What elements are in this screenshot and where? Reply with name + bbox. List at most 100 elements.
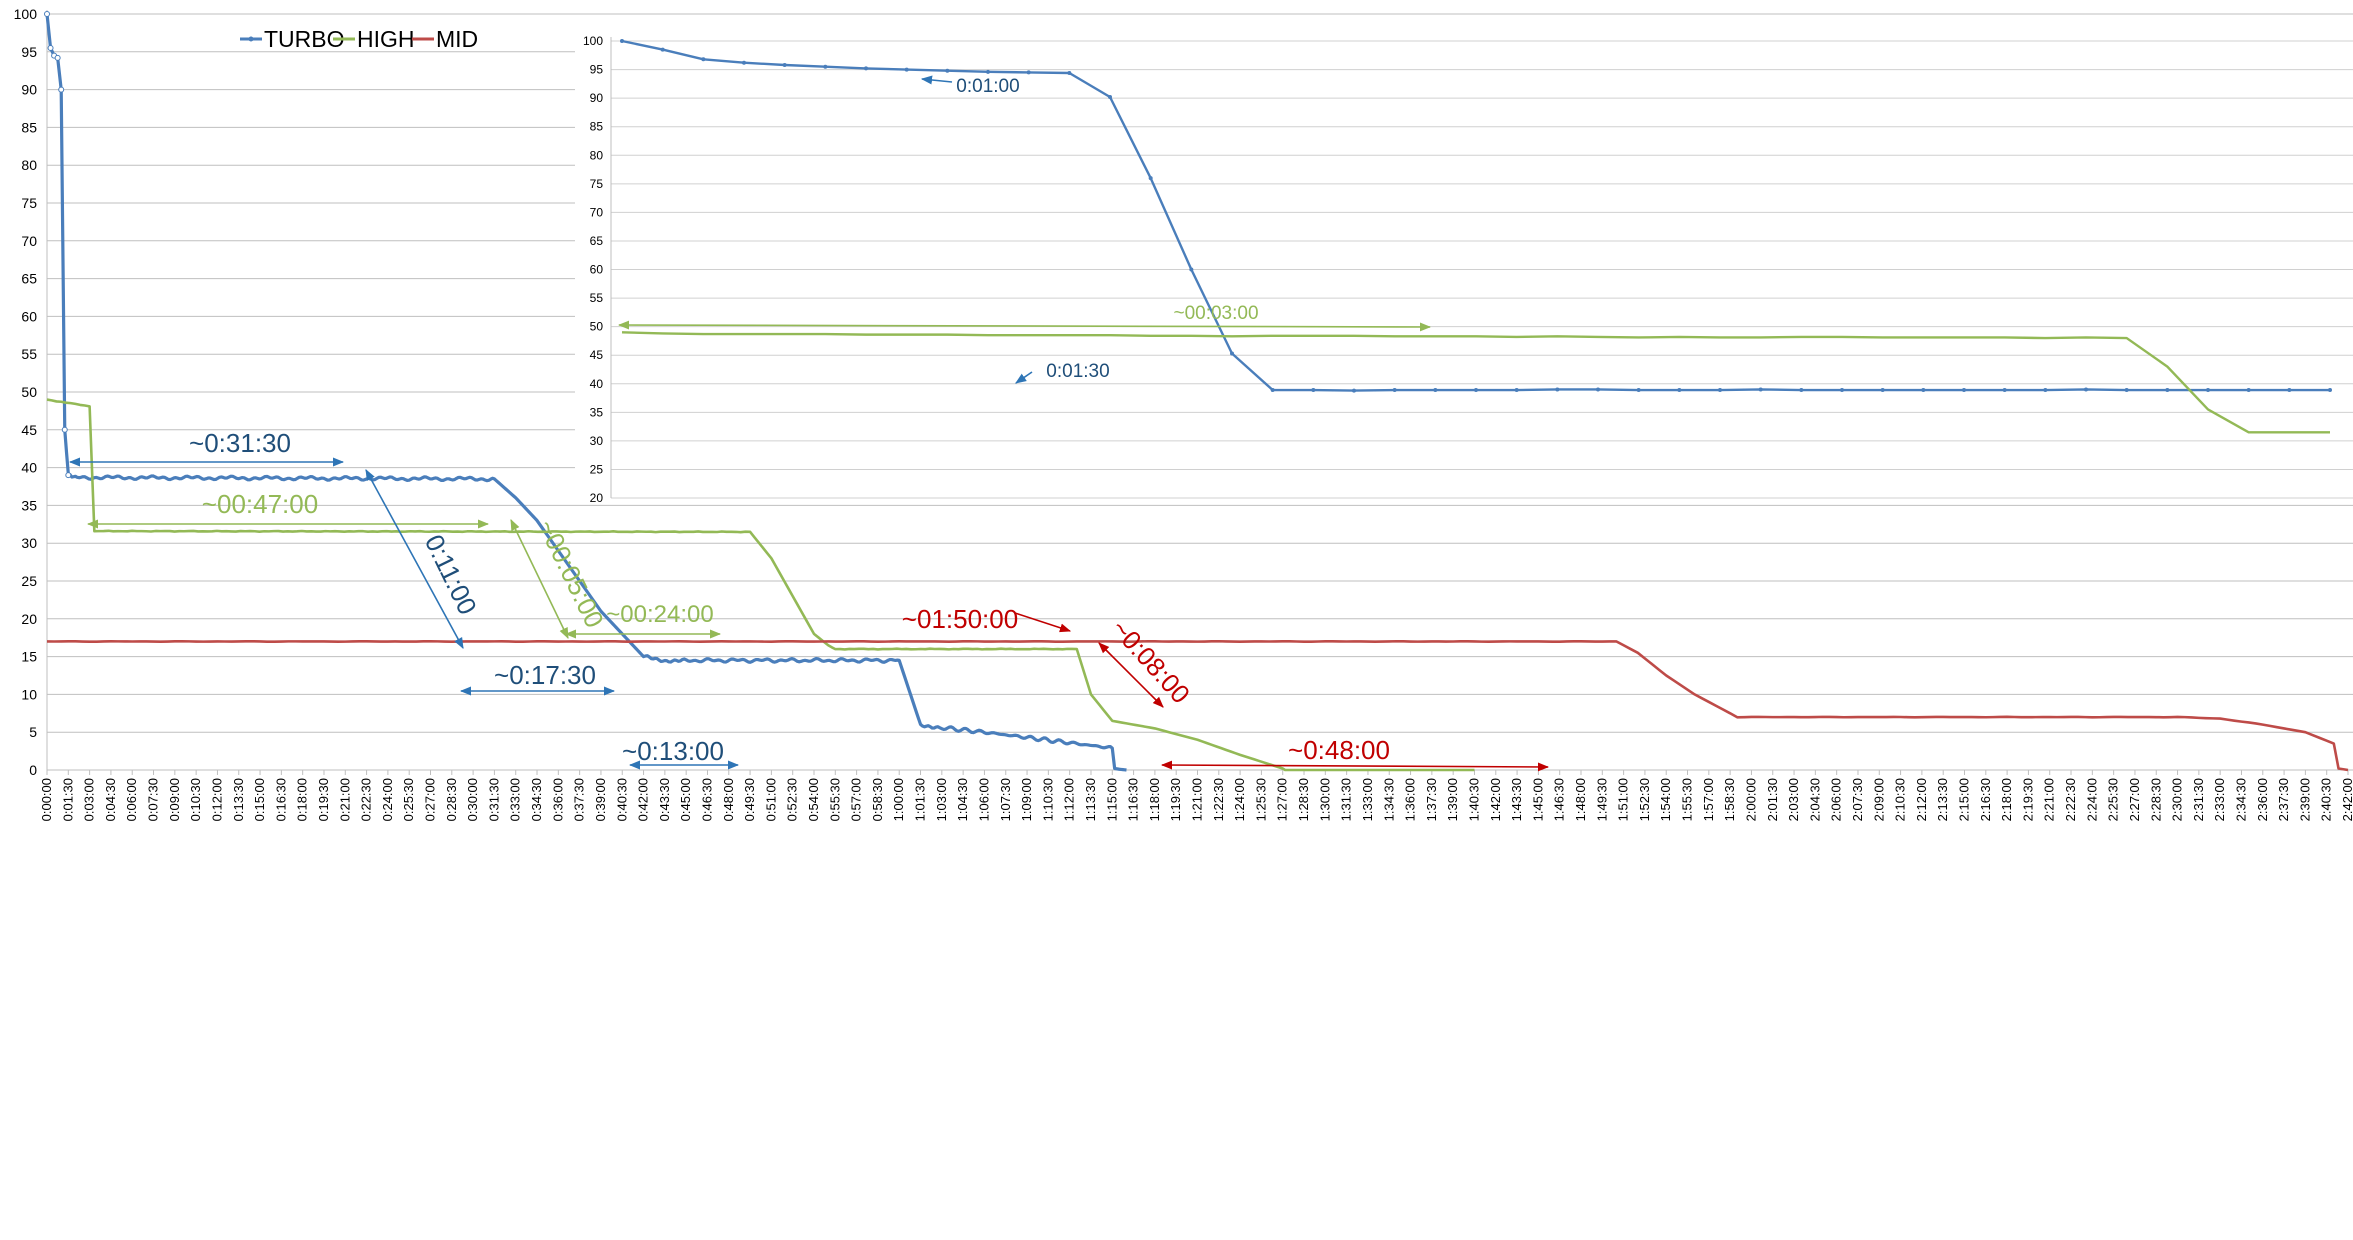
y-tick-label: 55 xyxy=(21,346,37,362)
inset-data-point xyxy=(620,39,624,43)
x-tick-label: 1:48:00 xyxy=(1573,778,1588,821)
inset-y-tick-label: 35 xyxy=(590,405,604,419)
x-tick-label: 1:21:00 xyxy=(1190,778,1205,821)
inset-data-point xyxy=(1189,267,1194,272)
inset-data-point xyxy=(660,47,665,52)
x-tick-label: 0:04:30 xyxy=(103,778,118,821)
duration-arrows xyxy=(68,75,1550,772)
inset-data-point xyxy=(823,64,828,69)
x-tick-label: 1:15:00 xyxy=(1104,778,1119,821)
legend-marker xyxy=(248,36,254,42)
x-tick-label: 2:00:00 xyxy=(1743,778,1758,821)
annotation-label: ~0:48:00 xyxy=(1288,735,1390,765)
annotation-label: ~00:47:00 xyxy=(202,489,318,519)
inset-data-point xyxy=(1799,388,1804,393)
annotation-label: ~0:17:30 xyxy=(494,660,596,690)
x-tick-label: 1:42:00 xyxy=(1488,778,1503,821)
inset-data-point xyxy=(1962,388,1966,393)
x-tick-label: 2:18:00 xyxy=(1999,778,2014,821)
data-point xyxy=(54,54,61,61)
y-tick-label: 70 xyxy=(21,233,37,249)
inset-data-point xyxy=(1514,388,1519,393)
x-tick-label: 0:46:30 xyxy=(699,778,714,821)
x-tick-label: 0:15:00 xyxy=(252,778,267,821)
x-tick-label: 2:13:30 xyxy=(1935,778,1950,821)
x-tick-label: 0:16:30 xyxy=(273,778,288,821)
x-tick-label: 0:27:00 xyxy=(423,778,438,821)
y-tick-label: 65 xyxy=(21,271,37,287)
x-tick-label: 2:36:00 xyxy=(2255,778,2270,821)
y-tick-label: 20 xyxy=(21,611,37,627)
x-tick-label: 0:12:00 xyxy=(209,778,224,821)
inset-data-point xyxy=(701,57,706,62)
x-tick-label: 0:33:00 xyxy=(508,778,523,821)
x-tick-label: 0:30:00 xyxy=(465,778,480,821)
inset-data-point xyxy=(2246,388,2251,393)
x-tick-label: 2:19:30 xyxy=(2020,778,2035,821)
inset-data-point xyxy=(1067,70,1072,75)
x-tick-label: 1:45:00 xyxy=(1530,778,1545,821)
x-tick-label: 0:37:30 xyxy=(572,778,587,821)
x-tick-label: 1:46:30 xyxy=(1552,778,1567,821)
x-tick-label: 0:34:30 xyxy=(529,778,544,821)
x-tick-label: 0:54:00 xyxy=(806,778,821,821)
inset-data-point xyxy=(2165,388,2170,393)
x-tick-label: 0:43:30 xyxy=(657,778,672,821)
x-tick-label: 2:27:00 xyxy=(2127,778,2142,821)
x-tick-label: 0:42:00 xyxy=(636,778,651,821)
inset-y-tick-label: 25 xyxy=(590,462,604,476)
inset-y-tick-label: 75 xyxy=(590,177,604,191)
inset-data-point xyxy=(1148,176,1153,181)
x-tick-label: 0:03:00 xyxy=(82,778,97,821)
x-tick-label: 0:51:00 xyxy=(763,778,778,821)
inset-annotation-label: 0:01:00 xyxy=(956,76,1019,97)
inset-data-point xyxy=(2002,388,2007,393)
x-tick-label: 2:09:00 xyxy=(1871,778,1886,821)
x-tick-label: 1:19:30 xyxy=(1168,778,1183,821)
inset-data-point xyxy=(2043,388,2048,393)
inset-data-point xyxy=(1596,387,1600,392)
x-tick-label: 1:55:30 xyxy=(1680,778,1695,821)
x-tick-label: 1:00:00 xyxy=(891,778,906,821)
x-tick-label: 1:33:00 xyxy=(1360,778,1375,821)
inset-data-point xyxy=(1718,388,1722,393)
x-tick-label: 2:22:30 xyxy=(2063,778,2078,821)
x-tick-label: 0:58:30 xyxy=(870,778,885,821)
inset-y-tick-label: 65 xyxy=(590,234,604,248)
x-tick-label: 0:13:30 xyxy=(231,778,246,821)
x-tick-label: 1:13:30 xyxy=(1083,778,1098,821)
inset-data-point xyxy=(1636,388,1641,393)
x-tick-label: 0:22:30 xyxy=(359,778,374,821)
y-tick-label: 10 xyxy=(21,686,37,702)
x-tick-label: 1:54:00 xyxy=(1658,778,1673,821)
inset-y-tick-label: 85 xyxy=(590,120,604,134)
inset-data-point xyxy=(1392,388,1397,393)
inset-data-point xyxy=(1474,388,1478,393)
x-tick-label: 2:15:00 xyxy=(1957,778,1972,821)
inset-data-point xyxy=(1433,388,1438,393)
y-tick-label: 85 xyxy=(21,119,37,135)
annotation-label: ~0:13:00 xyxy=(622,736,724,766)
data-point xyxy=(44,11,50,17)
inset-data-point xyxy=(1840,388,1844,393)
x-tick-label: 0:36:00 xyxy=(550,778,565,821)
y-tick-label: 25 xyxy=(21,573,37,589)
x-tick-label: 1:30:00 xyxy=(1317,778,1332,821)
x-tick-label: 1:36:00 xyxy=(1403,778,1418,821)
x-tick-label: 2:31:30 xyxy=(2191,778,2206,821)
x-tick-label: 2:39:00 xyxy=(2297,778,2312,821)
x-tick-label: 2:06:00 xyxy=(1829,778,1844,821)
x-tick-label: 1:27:00 xyxy=(1275,778,1290,821)
data-point xyxy=(58,86,65,93)
inset-background xyxy=(575,24,2353,504)
x-tick-label: 2:33:00 xyxy=(2212,778,2227,821)
inset-data-point xyxy=(1555,387,1560,392)
x-tick-label: 0:52:30 xyxy=(785,778,800,821)
x-tick-label: 1:51:00 xyxy=(1616,778,1631,821)
x-tick-label: 1:22:30 xyxy=(1211,778,1226,821)
x-tick-label: 1:16:30 xyxy=(1126,778,1141,821)
inset-annotation-label: 0:01:30 xyxy=(1046,361,1109,382)
x-tick-label: 2:42:00 xyxy=(2340,778,2353,821)
